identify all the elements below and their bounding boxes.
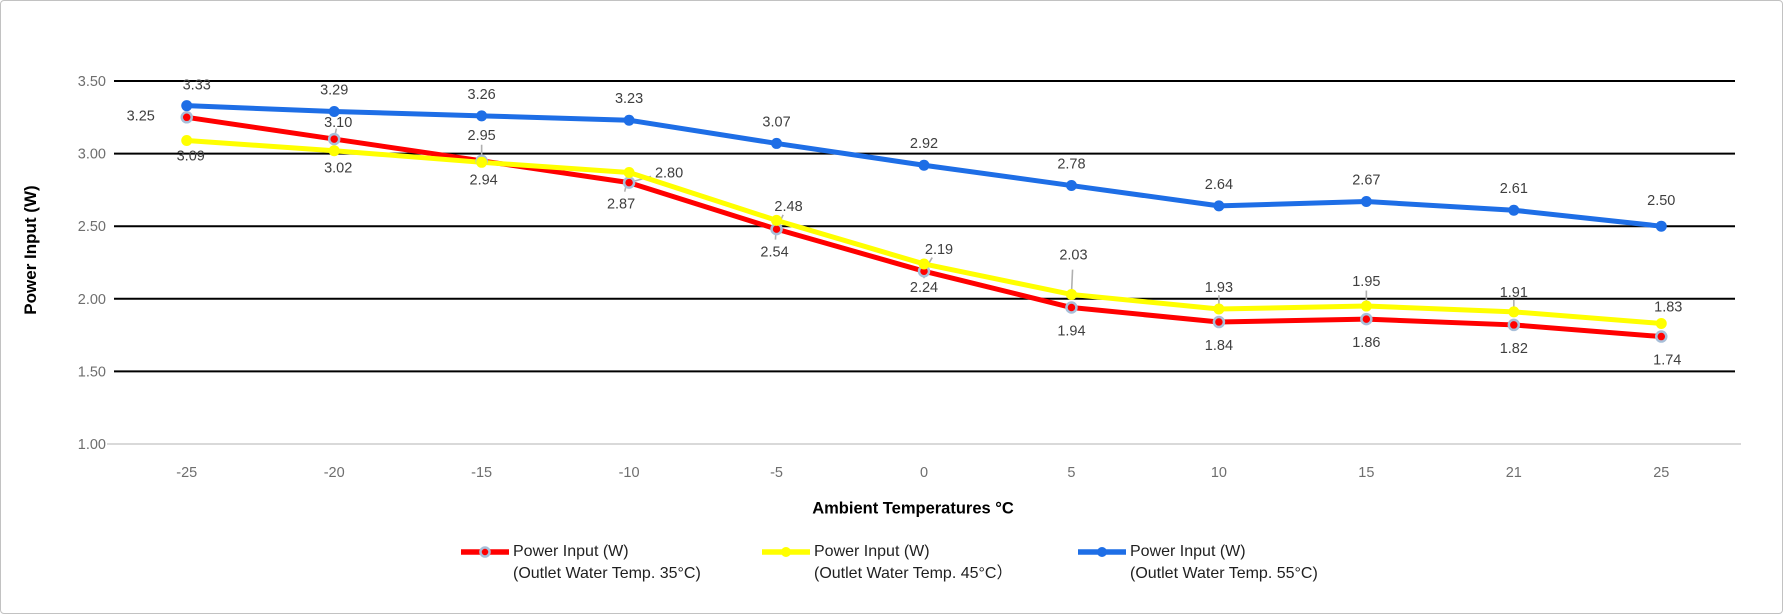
data-point-marker [476, 156, 488, 168]
data-point-label: 2.64 [1205, 177, 1233, 193]
data-point-label: 2.95 [468, 128, 496, 144]
x-tick-label: 15 [1358, 465, 1374, 481]
data-point-marker [771, 137, 783, 149]
y-tick-label: 3.50 [78, 74, 106, 90]
x-tick-label: 21 [1506, 465, 1522, 481]
x-tick-label: 0 [920, 465, 928, 481]
data-point-marker [181, 135, 193, 147]
data-point-label: 1.93 [1205, 280, 1233, 296]
data-point-marker [181, 100, 193, 112]
data-point-marker [1213, 200, 1225, 212]
data-point-label: 2.78 [1057, 157, 1085, 173]
data-point-label: 1.74 [1653, 353, 1681, 369]
data-point-label: 1.91 [1500, 285, 1528, 301]
data-point-label: 1.84 [1205, 338, 1233, 354]
data-point-label: 2.54 [760, 244, 788, 260]
data-point-label: 1.86 [1352, 335, 1380, 351]
data-point-marker [1508, 204, 1520, 216]
x-tick-label: 10 [1211, 465, 1227, 481]
data-point-marker [623, 166, 635, 178]
data-point-marker [1065, 301, 1078, 314]
data-point-label: 2.94 [470, 172, 498, 188]
x-axis-title: Ambient Temperatures °C [812, 499, 1014, 518]
data-point-label: 2.24 [910, 280, 938, 296]
data-point-marker [1065, 180, 1077, 192]
data-point-label: 2.61 [1500, 181, 1528, 197]
data-point-label: 1.95 [1352, 274, 1380, 290]
data-point-marker [328, 145, 340, 157]
y-tick-label: 3.00 [78, 147, 106, 163]
data-point-marker [327, 132, 341, 146]
x-tick-label: -10 [619, 465, 640, 481]
data-point-marker [1360, 312, 1373, 326]
data-point-marker [622, 176, 636, 189]
data-point-marker [1360, 300, 1372, 312]
data-point-label: 3.02 [324, 161, 352, 177]
y-tick-label: 2.50 [78, 219, 106, 235]
x-tick-label: -15 [471, 465, 492, 481]
data-point-label: 2.80 [655, 166, 683, 182]
y-tick-label: 2.00 [78, 292, 106, 308]
data-point-marker [623, 114, 635, 126]
data-point-label: 2.87 [607, 196, 635, 212]
data-point-marker [1655, 317, 1667, 329]
data-point-label: 2.19 [925, 242, 953, 258]
data-point-marker [328, 105, 340, 117]
data-point-marker [1655, 330, 1668, 343]
data-point-marker [1213, 303, 1225, 315]
data-point-label: 2.67 [1352, 173, 1380, 189]
data-point-marker [1655, 220, 1667, 232]
data-point-marker [1212, 315, 1226, 329]
data-point-marker [918, 159, 930, 171]
data-point-marker [476, 110, 488, 122]
x-tick-label: -25 [176, 465, 197, 481]
data-point-label: 2.50 [1647, 193, 1675, 209]
y-tick-label: 1.50 [78, 364, 106, 380]
x-tick-label: -20 [324, 465, 345, 481]
data-point-label: 3.26 [468, 87, 496, 103]
data-point-label: 3.09 [177, 149, 205, 165]
data-point-label: 3.23 [615, 91, 643, 107]
data-point-marker [1508, 306, 1520, 318]
data-point-marker [1065, 288, 1077, 300]
x-tick-label: 5 [1067, 465, 1075, 481]
data-point-marker [1360, 196, 1372, 208]
y-tick-label: 1.00 [78, 437, 106, 453]
data-point-marker [180, 111, 193, 124]
y-axis-title: Power Input (W) [21, 185, 40, 315]
data-point-label: 3.29 [320, 82, 348, 98]
data-point-marker [771, 214, 783, 226]
data-point-label: 2.48 [774, 199, 802, 215]
data-point-label: 3.25 [127, 108, 155, 124]
data-point-label: 3.10 [324, 115, 352, 131]
x-tick-label: 25 [1653, 465, 1669, 481]
data-point-marker [918, 258, 930, 270]
x-tick-label: -5 [770, 465, 783, 481]
data-point-label: 3.07 [762, 114, 790, 130]
data-point-label: 2.92 [910, 136, 938, 152]
data-point-label: 1.94 [1057, 324, 1085, 340]
data-point-label: 1.83 [1654, 299, 1682, 315]
data-point-label: 1.82 [1500, 341, 1528, 357]
data-point-label: 2.03 [1059, 247, 1087, 263]
data-point-marker [1507, 318, 1521, 332]
data-point-label: 3.33 [183, 78, 211, 94]
